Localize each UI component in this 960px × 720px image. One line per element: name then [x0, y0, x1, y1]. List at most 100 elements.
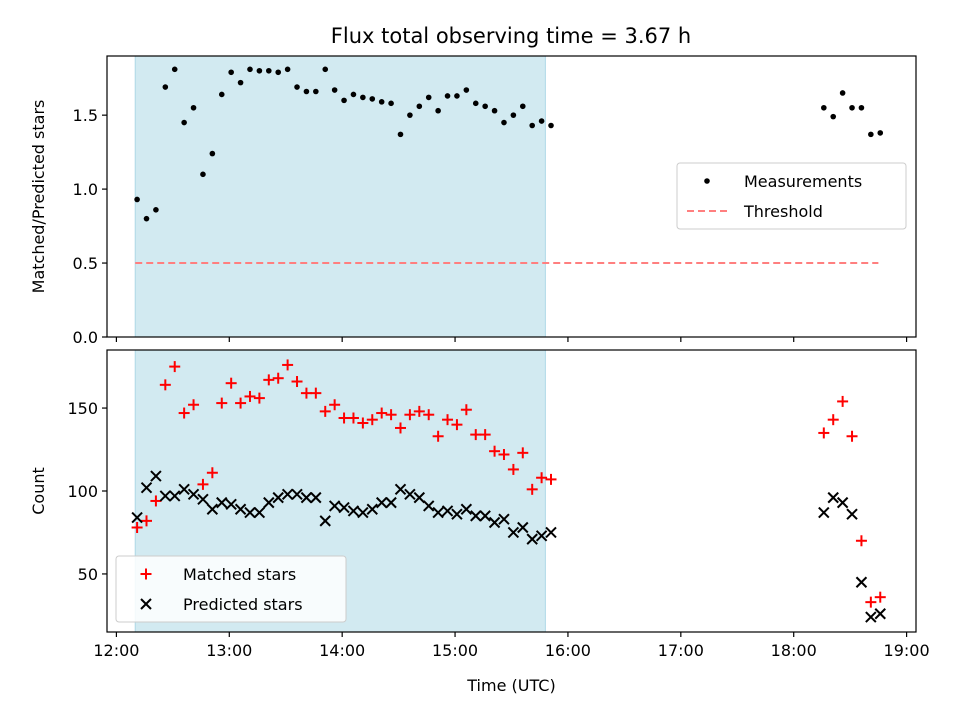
matched-stars-point [413, 405, 425, 417]
matched-stars-point [272, 372, 284, 384]
predicted-stars-point [197, 493, 209, 506]
measurement-point [463, 87, 470, 93]
measurement-point [237, 79, 244, 86]
measurement-point [407, 112, 413, 118]
matched-stars-point [253, 392, 265, 404]
legend-predicted-marker-b [140, 598, 152, 610]
measurement-point [830, 113, 837, 120]
x-b [140, 481, 153, 494]
measurement-point [143, 215, 150, 222]
matched-stars-point [507, 463, 519, 475]
x-b [507, 526, 520, 539]
x-tick-label: 13:00 [206, 641, 252, 660]
measurement-point [529, 122, 535, 129]
x-b [281, 488, 294, 501]
legend-box [676, 162, 907, 230]
predicted-stars-point [216, 496, 228, 509]
x-b [300, 491, 313, 504]
matched-stars-point [479, 429, 491, 441]
matched-stars-point [526, 483, 538, 495]
matched-stars-point [197, 478, 209, 490]
predicted-stars-point [479, 510, 491, 522]
x-b [225, 498, 237, 510]
x-b [319, 515, 331, 527]
matched-stars-point [225, 377, 237, 389]
y-tick-label: 150 [67, 399, 98, 418]
matched-stars-point [394, 422, 406, 434]
predicted-stars-point [874, 608, 886, 620]
predicted-stars-point [244, 506, 256, 519]
predicted-stars-point [187, 488, 200, 501]
x-b [855, 576, 868, 588]
predicted-stars-point [225, 498, 237, 510]
observing-interval-shade [134, 55, 546, 338]
predicted-stars-point [300, 491, 313, 504]
x-tick-label: 14:00 [319, 641, 365, 660]
matched-stars-point [188, 399, 200, 411]
x-b [404, 488, 416, 501]
matched-stars-point [545, 473, 557, 485]
x-b [441, 505, 454, 517]
x-b [517, 521, 529, 534]
predicted-stars-point [865, 611, 877, 623]
matched-stars-point [874, 591, 886, 603]
measurement-point [519, 103, 526, 110]
matched-stars-point [141, 515, 153, 527]
matched-stars-point [517, 447, 529, 459]
measurement-point [256, 67, 263, 74]
matched-stars-point [846, 430, 858, 442]
predicted-stars-point [423, 500, 435, 512]
x-b [413, 491, 426, 504]
legend-measurements-marker [704, 178, 710, 184]
measurement-point [190, 104, 197, 111]
measurement-point [454, 93, 460, 99]
measurement-point [369, 96, 376, 102]
measurement-point [360, 94, 366, 101]
measurement-point [868, 131, 874, 138]
matched-stars-point [159, 379, 171, 391]
matched-stars-point [347, 412, 359, 424]
predicted-stars-point [404, 488, 416, 501]
legend-matched-label: Matched stars [183, 565, 296, 584]
measurement-point [171, 66, 178, 73]
matched-stars-point [498, 449, 510, 461]
x-b [479, 510, 491, 522]
predicted-stars-point [818, 506, 830, 519]
x-b [865, 611, 877, 623]
measurement-point [331, 87, 338, 93]
x-b [159, 490, 172, 502]
measurement-point [350, 91, 357, 98]
matched-stars-point [244, 390, 256, 402]
predicted-stars-point [328, 500, 341, 512]
measurement-point [435, 107, 441, 114]
y-axis-label: Count [29, 467, 48, 515]
x-b [263, 496, 275, 509]
measurement-point [821, 104, 827, 111]
legend-predicted-label: Predicted stars [183, 595, 303, 614]
matched-stars-point [206, 467, 218, 479]
y-tick-label: 0.0 [73, 328, 98, 347]
predicted-stars-point [836, 496, 849, 509]
y-tick-label: 1.0 [73, 180, 98, 199]
x-b [545, 526, 557, 539]
measurement-point [877, 130, 884, 136]
matched-stars-point [291, 376, 303, 388]
predicted-stars-point [150, 470, 162, 482]
measurement-point [548, 122, 554, 129]
x-b [394, 483, 407, 496]
x-axis-label: Time (UTC) [466, 676, 555, 695]
x-b [488, 516, 501, 529]
ratio-panel: 0.0 0.5 1.0 1.5 Matched/Predicted stars Measu… [29, 55, 917, 347]
x-b [357, 506, 369, 519]
measurement-point [849, 104, 855, 111]
matched-stars-point [470, 429, 482, 441]
x-b [846, 508, 858, 520]
predicted-stars-point [281, 488, 294, 501]
predicted-stars-point [131, 511, 143, 524]
axes-frame [106, 55, 917, 338]
matched-stars-point [855, 535, 867, 547]
predicted-stars-point [470, 510, 482, 522]
x-b [498, 513, 510, 525]
x-b [818, 506, 830, 519]
predicted-stars-point [827, 491, 839, 504]
